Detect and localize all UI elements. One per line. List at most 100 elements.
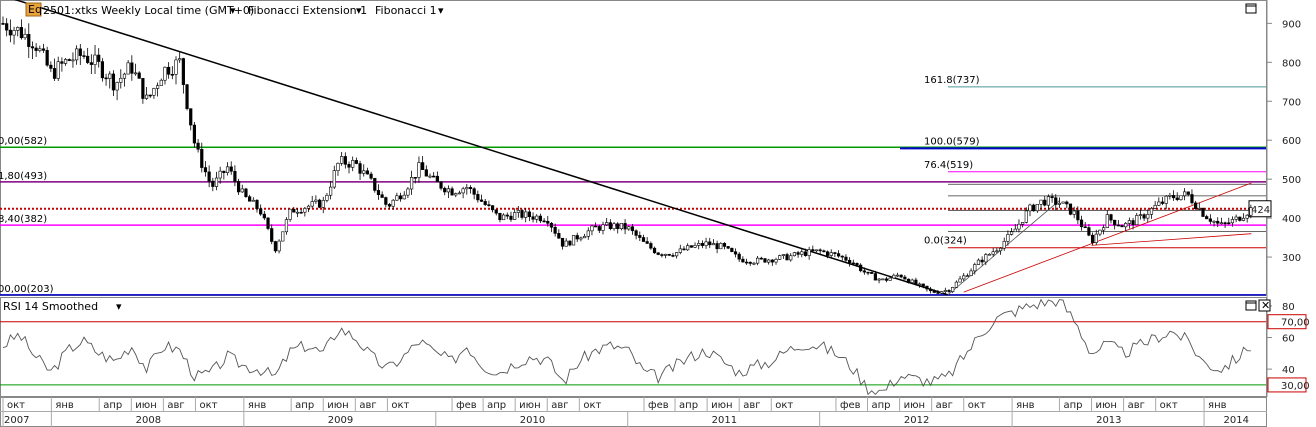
current-price-badge [1248, 200, 1272, 218]
candle-body [1024, 210, 1028, 223]
candle-body [803, 251, 808, 256]
study-fib-extension[interactable]: Fibonacci Extension 1 [248, 4, 367, 17]
candle-body [965, 275, 970, 277]
rsi-tick-label: 40 [1282, 365, 1295, 376]
x-month-label: окт [968, 400, 986, 411]
rsi-dropdown-icon[interactable]: ▾ [116, 300, 122, 313]
candle-body [23, 33, 27, 39]
candle-body [82, 55, 86, 57]
price-tick-label: 800 [1282, 58, 1301, 69]
candle-body [1234, 216, 1238, 220]
candle-body [818, 249, 822, 252]
close-icon[interactable]: ✕ [1261, 299, 1270, 312]
x-month-label: окт [775, 400, 793, 411]
x-month-label: окт [1160, 400, 1178, 411]
candle-body [800, 251, 804, 255]
candle-body [222, 170, 226, 173]
candle-body [468, 187, 473, 189]
rsi-panel [0, 297, 1267, 397]
candle-body [1013, 228, 1017, 233]
x-month-label: июн [904, 400, 925, 411]
candle-body [958, 278, 962, 283]
candle-body [189, 108, 193, 126]
candle-body [903, 276, 907, 280]
study2-dropdown-icon[interactable]: ▾ [438, 4, 444, 17]
fib-retracement-label: 8,40(382) [0, 214, 47, 225]
candle-body [1079, 219, 1084, 228]
candle-body [406, 188, 410, 196]
rsi-title[interactable]: RSI 14 Smoothed [3, 300, 98, 313]
candle-body [181, 58, 185, 85]
candle-body [505, 214, 509, 217]
maximize-icon[interactable] [1245, 3, 1257, 14]
x-month-label: авг [551, 400, 568, 411]
candle-body [115, 82, 119, 91]
candle-body [756, 257, 760, 264]
symbol-dropdown-icon[interactable]: ▾ [230, 4, 236, 17]
rsi-level-badge [1267, 377, 1307, 393]
candle-body [435, 175, 439, 183]
candle-body [1057, 202, 1062, 205]
candle-body [277, 240, 281, 252]
candle-body [1094, 233, 1098, 243]
candle-body [748, 261, 752, 264]
candle-body [78, 48, 82, 56]
candle-body [1009, 231, 1014, 235]
candle-body [1197, 208, 1201, 210]
candle-body [984, 254, 988, 263]
candle-body [1160, 201, 1165, 204]
candle-body [490, 205, 495, 211]
rsi-close-button[interactable] [1258, 299, 1271, 312]
x-month-label: апр [872, 400, 891, 411]
x-year-label: 2008 [136, 415, 161, 426]
candle-body [571, 235, 576, 246]
candle-body [343, 156, 347, 165]
candle-body [443, 187, 447, 193]
candle-body [1249, 207, 1253, 216]
candle-body [1175, 197, 1179, 200]
candle-body [1245, 214, 1249, 219]
x-year-label: 2007 [4, 415, 29, 426]
candle-body [1039, 199, 1043, 205]
study1-dropdown-icon[interactable]: ▾ [356, 4, 362, 17]
candle-body [1164, 195, 1168, 204]
candle-body [877, 278, 881, 281]
logo-icon[interactable] [25, 2, 42, 17]
candle-body [855, 263, 859, 266]
candle-body [1102, 227, 1106, 231]
candle-body [770, 259, 774, 263]
candle-body [763, 258, 767, 263]
x-month-label: фев [840, 400, 861, 411]
candle-body [229, 166, 233, 172]
rsi-maximize-icon[interactable] [1245, 300, 1257, 311]
candle-body [236, 180, 241, 193]
study-fibonacci[interactable]: Fibonacci 1 [375, 4, 437, 17]
candle-body [605, 222, 609, 226]
candle-body [998, 247, 1003, 252]
candle-body [929, 288, 933, 292]
candle-body [1127, 220, 1131, 224]
candle-body [27, 33, 31, 47]
x-month-label: фев [456, 400, 477, 411]
candle-body [218, 170, 222, 179]
candle-body [100, 61, 104, 79]
x-month-label: окт [199, 400, 217, 411]
candle-body [1, 23, 5, 25]
candle-body [174, 59, 178, 75]
candle-body [185, 84, 189, 109]
candle-body [498, 212, 502, 221]
candle-body [594, 225, 598, 228]
fib-extension-label: 0.0(324) [924, 236, 967, 247]
chart-symbol-title[interactable]: 2501:xtks Weekly Local time (GMT+0) [43, 4, 254, 17]
x-month-label: авг [936, 400, 953, 411]
candle-body [5, 23, 9, 31]
candle-body [167, 66, 171, 75]
candle-body [862, 270, 866, 273]
x-month-label: янв [1016, 400, 1035, 411]
candle-body [840, 255, 844, 258]
rsi-series-line [2, 298, 1251, 396]
candle-body [1120, 225, 1124, 228]
rsi-level-badge [1267, 314, 1307, 330]
candle-body [376, 190, 381, 196]
